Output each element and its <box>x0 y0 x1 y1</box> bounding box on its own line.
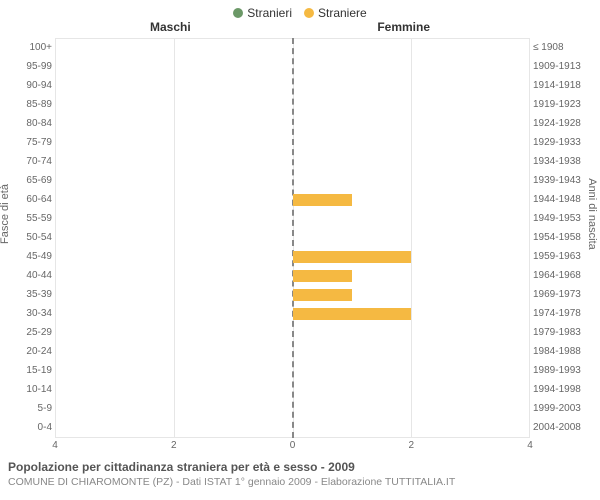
y-tick-year: 1929-1933 <box>533 138 598 148</box>
y-tick-age: 40-44 <box>7 271 52 281</box>
chart-footer: Popolazione per cittadinanza straniera p… <box>0 456 600 488</box>
bar-female <box>293 289 352 301</box>
legend-label-female: Straniere <box>318 6 367 20</box>
plot-area: Fasce di età Anni di nascita 0-45-910-14… <box>55 38 530 438</box>
x-tick: 4 <box>527 440 533 451</box>
y-tick-year: 1989-1993 <box>533 366 598 376</box>
y-tick-year: 1909-1913 <box>533 62 598 72</box>
bars-layer <box>55 38 530 438</box>
y-tick-year: 1949-1953 <box>533 214 598 224</box>
x-tick: 0 <box>290 440 296 451</box>
legend-item-female: Straniere <box>304 6 367 20</box>
y-tick-age: 95-99 <box>7 62 52 72</box>
y-tick-age: 85-89 <box>7 100 52 110</box>
y-tick-age: 70-74 <box>7 157 52 167</box>
y-tick-age: 65-69 <box>7 176 52 186</box>
bar-female <box>293 270 352 282</box>
y-axis-left: 0-4 5-9 10-14 15-19 20-24 25-29 30-34 35-39 40-4… <box>7 38 52 438</box>
population-pyramid-chart: Stranieri Straniere Maschi Femmine Fasce… <box>0 0 600 500</box>
y-tick-age: 5-9 <box>7 404 52 414</box>
y-tick-age: 10-14 <box>7 385 52 395</box>
y-tick-year: 1999-2003 <box>533 404 598 414</box>
y-tick-year: 1959-1963 <box>533 252 598 262</box>
y-tick-year: 2004-2008 <box>533 423 598 433</box>
chart-title: Popolazione per cittadinanza straniera p… <box>8 460 592 474</box>
y-tick-age: 15-19 <box>7 366 52 376</box>
legend-dot-male <box>233 8 243 18</box>
y-tick-year: 1969-1973 <box>533 290 598 300</box>
y-tick-age: 30-34 <box>7 309 52 319</box>
y-tick-year: 1974-1978 <box>533 309 598 319</box>
header-female: Femmine <box>377 20 430 34</box>
y-tick-age: 100+ <box>7 43 52 53</box>
x-tick: 4 <box>52 440 58 451</box>
header-male: Maschi <box>150 20 191 34</box>
legend-dot-female <box>304 8 314 18</box>
y-tick-age: 60-64 <box>7 195 52 205</box>
y-tick-age: 35-39 <box>7 290 52 300</box>
y-tick-age: 25-29 <box>7 328 52 338</box>
y-tick-age: 45-49 <box>7 252 52 262</box>
y-tick-age: 20-24 <box>7 347 52 357</box>
bar-female <box>293 251 412 263</box>
y-tick-age: 0-4 <box>7 423 52 433</box>
y-tick-year: 1944-1948 <box>533 195 598 205</box>
x-tick: 2 <box>171 440 177 451</box>
y-tick-year: 1939-1943 <box>533 176 598 186</box>
y-tick-year: ≤ 1908 <box>533 43 598 53</box>
y-tick-year: 1914-1918 <box>533 81 598 91</box>
y-tick-year: 1934-1938 <box>533 157 598 167</box>
y-tick-age: 75-79 <box>7 138 52 148</box>
y-tick-year: 1924-1928 <box>533 119 598 129</box>
legend-item-male: Stranieri <box>233 6 292 20</box>
bar-female <box>293 194 352 206</box>
y-tick-age: 55-59 <box>7 214 52 224</box>
column-headers: Maschi Femmine <box>0 20 600 38</box>
y-tick-age: 50-54 <box>7 233 52 243</box>
y-tick-year: 1979-1983 <box>533 328 598 338</box>
y-tick-year: 1919-1923 <box>533 100 598 110</box>
y-tick-age: 90-94 <box>7 81 52 91</box>
x-axis: 4 2 0 2 4 <box>55 438 530 456</box>
y-axis-right: 2004-2008 1999-2003 1994-1998 1989-1993 1984… <box>533 38 598 438</box>
bar-female <box>293 308 412 320</box>
y-tick-year: 1994-1998 <box>533 385 598 395</box>
y-tick-age: 80-84 <box>7 119 52 129</box>
chart-subtitle: COMUNE DI CHIAROMONTE (PZ) - Dati ISTAT … <box>8 476 592 488</box>
legend-label-male: Stranieri <box>247 6 292 20</box>
y-tick-year: 1964-1968 <box>533 271 598 281</box>
x-tick: 2 <box>408 440 414 451</box>
y-tick-year: 1984-1988 <box>533 347 598 357</box>
legend: Stranieri Straniere <box>0 0 600 20</box>
y-tick-year: 1954-1958 <box>533 233 598 243</box>
